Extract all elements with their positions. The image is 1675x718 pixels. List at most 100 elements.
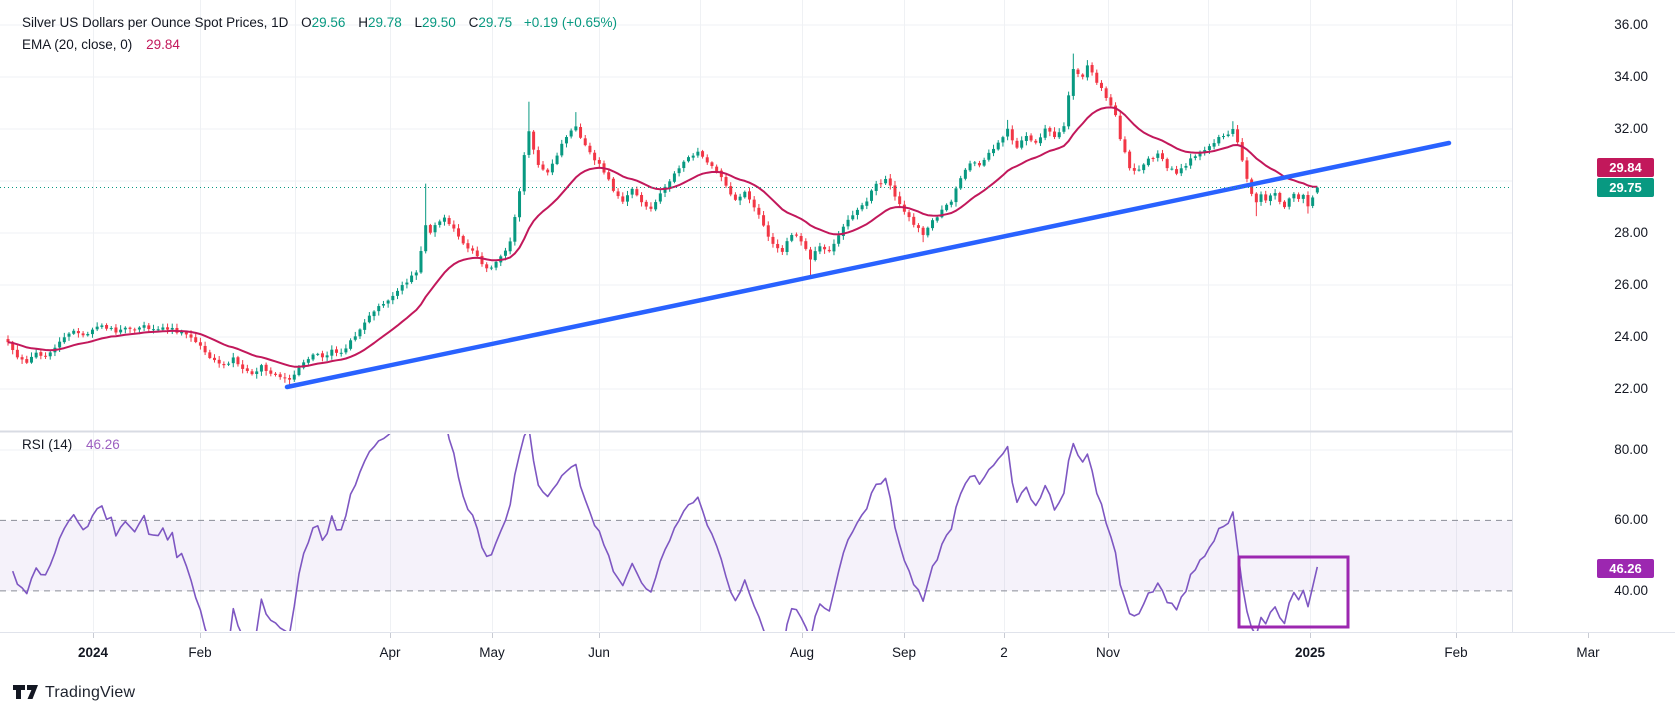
candle-body — [996, 142, 1000, 150]
candle-body — [588, 145, 592, 153]
rsi-line[interactable] — [11, 398, 1319, 656]
candle-body — [302, 362, 306, 368]
candle-body — [1142, 164, 1146, 171]
candle-body — [931, 220, 935, 229]
time-tick-label: Aug — [789, 645, 815, 660]
last-price-badge: 29.75 — [1597, 178, 1654, 198]
candle-body — [616, 191, 620, 197]
candle-body — [81, 333, 85, 336]
candle-body — [640, 194, 644, 203]
price-axis[interactable]: 36.00 34.00 32.00 28.00 26.00 24.00 22.00 80.00… — [1512, 0, 1675, 668]
candle-body — [813, 251, 817, 260]
candle-body — [198, 342, 202, 346]
candle-body — [968, 163, 972, 171]
candle-body — [184, 332, 188, 335]
time-axis[interactable]: 2024 Feb Apr May Jun Aug Sep 2 Nov 2025 Feb Mar — [0, 632, 1675, 670]
rsi-label: RSI (14) — [22, 437, 73, 452]
candle-body — [367, 315, 371, 323]
candle-body — [701, 151, 705, 157]
candle-body — [747, 191, 751, 200]
time-tick-mark — [802, 633, 803, 638]
candle-body — [555, 155, 559, 165]
candle-body — [846, 219, 850, 227]
candle-body — [762, 215, 766, 226]
candle-body — [809, 249, 813, 260]
candle-body — [691, 155, 695, 158]
candle-body — [1057, 132, 1061, 138]
time-tick-label: Feb — [188, 645, 212, 660]
candle-body — [780, 247, 784, 252]
candle-body — [794, 234, 798, 236]
tradingview-brand-text[interactable]: TradingView — [45, 684, 136, 701]
candle-body — [893, 185, 897, 197]
candle-body — [992, 148, 996, 154]
candle-body — [452, 224, 456, 229]
candle-body — [1306, 195, 1310, 207]
candle-body — [119, 329, 123, 333]
ema-legend-row[interactable]: EMA (20, close, 0) 29.84 — [22, 34, 617, 56]
candle-body — [396, 290, 400, 296]
candle-body — [480, 255, 484, 265]
candle-body — [705, 157, 709, 163]
candle-body — [208, 352, 212, 359]
ema-line[interactable] — [7, 106, 1318, 368]
candle-body — [278, 374, 282, 378]
candle-body — [1189, 158, 1193, 166]
candle-body — [1118, 115, 1122, 140]
candle-body — [58, 341, 62, 348]
time-tick-label: Apr — [379, 645, 401, 660]
candle-body — [729, 186, 733, 195]
candle-body — [724, 177, 728, 186]
candle-body — [644, 201, 648, 207]
candle-body — [518, 191, 522, 218]
candle-body — [1315, 187, 1319, 193]
candle-body — [560, 143, 564, 156]
candle-body — [34, 352, 38, 358]
candle-body — [1128, 151, 1132, 169]
candle-body — [1278, 193, 1282, 202]
candle-body — [1212, 143, 1216, 147]
close-label: C — [468, 15, 479, 30]
trendline[interactable] — [284, 140, 1452, 390]
candle-body — [879, 183, 883, 185]
candle-body — [855, 209, 859, 215]
candle-body — [1151, 158, 1155, 160]
candle-body — [489, 267, 493, 269]
candle-body — [76, 331, 80, 334]
candle-body — [1085, 65, 1089, 78]
candle-body — [1095, 72, 1099, 83]
chart-canvas[interactable] — [0, 0, 1512, 668]
rsi-highlight-box[interactable] — [1237, 555, 1350, 629]
open-value: 29.56 — [311, 15, 346, 30]
candle-body — [1104, 88, 1108, 98]
time-tick-mark — [492, 633, 493, 638]
candle-body — [180, 331, 184, 334]
rsi-legend-row[interactable]: RSI (14) 46.26 — [22, 437, 120, 452]
candle-body — [1207, 146, 1211, 151]
low-value: 29.50 — [422, 15, 456, 30]
candle-body — [25, 359, 29, 363]
candle-body — [1029, 135, 1033, 141]
candle-body — [1099, 82, 1103, 88]
candle-body — [1203, 150, 1207, 153]
candle-body — [907, 212, 911, 218]
candle-body — [1001, 137, 1005, 143]
candle-body — [236, 357, 240, 365]
chart-plot-area[interactable]: Silver US Dollars per Ounce Spot Prices,… — [0, 0, 1675, 668]
price-tick-label: 26.00 — [1614, 277, 1648, 293]
candle-body — [621, 196, 625, 202]
candle-body — [672, 173, 676, 182]
candle-body — [935, 217, 939, 221]
candle-body — [841, 226, 845, 237]
candle-body — [274, 373, 278, 375]
candle-body — [1236, 129, 1240, 143]
candle-body — [1123, 139, 1127, 153]
candle-body — [752, 199, 756, 208]
candle-body — [1132, 168, 1136, 171]
symbol-legend-row[interactable]: Silver US Dollars per Ounce Spot Prices,… — [22, 12, 617, 34]
candle-body — [912, 216, 916, 225]
candle-body — [1053, 131, 1057, 138]
tradingview-logo-icon[interactable] — [13, 684, 39, 702]
candle-body — [86, 333, 90, 336]
candle-body — [1015, 140, 1019, 148]
